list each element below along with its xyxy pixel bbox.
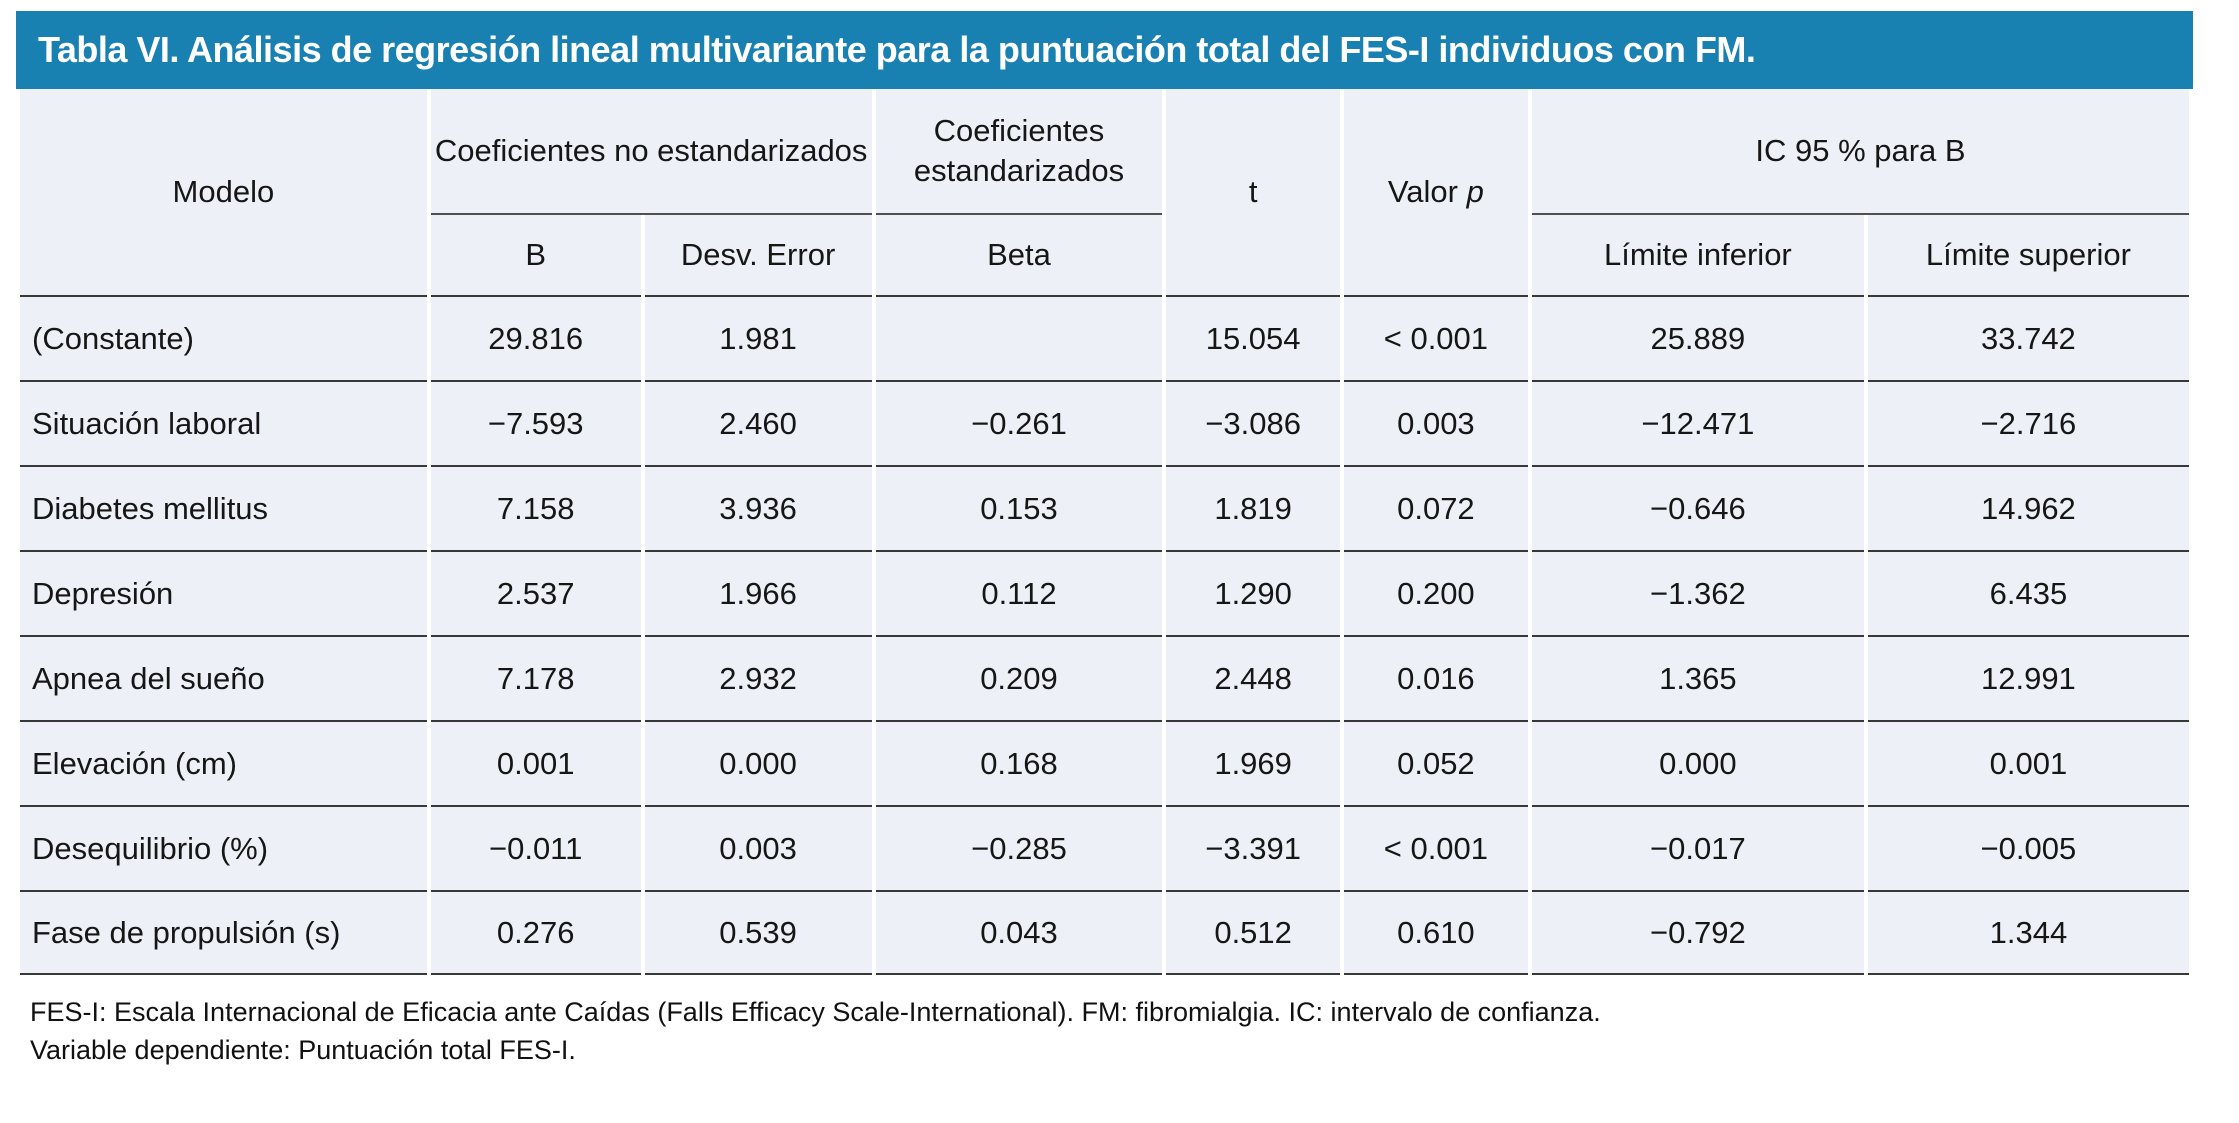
row-label: Depresión — [20, 550, 427, 635]
cell-b: 29.816 — [430, 295, 641, 380]
cell-b: −7.593 — [430, 380, 641, 465]
cell-desv-error: 2.460 — [644, 380, 872, 465]
cell-valor-p: 0.610 — [1343, 890, 1528, 975]
cell-limite-inferior: 1.365 — [1531, 635, 1864, 720]
row-label: Situación laboral — [20, 380, 427, 465]
table-title-bar: Tabla VI. Análisis de regresión lineal m… — [16, 11, 2193, 89]
row-label: Diabetes mellitus — [20, 465, 427, 550]
col-header-limite-inferior: Límite inferior — [1531, 215, 1864, 295]
col-header-beta: Beta — [875, 215, 1163, 295]
table-row: Diabetes mellitus 7.158 3.936 0.153 1.81… — [20, 465, 2189, 550]
cell-beta: 0.043 — [875, 890, 1163, 975]
col-header-modelo: Modelo — [20, 89, 427, 295]
cell-limite-superior: 0.001 — [1867, 720, 2189, 805]
row-label: Apnea del sueño — [20, 635, 427, 720]
cell-beta: −0.285 — [875, 805, 1163, 890]
table-title: Tabla VI. Análisis de regresión lineal m… — [38, 29, 1756, 70]
cell-valor-p: 0.003 — [1343, 380, 1528, 465]
cell-limite-inferior: −0.792 — [1531, 890, 1864, 975]
cell-b: 0.001 — [430, 720, 641, 805]
cell-limite-inferior: 25.889 — [1531, 295, 1864, 380]
valor-p-italic: p — [1466, 174, 1484, 209]
cell-limite-superior: 12.991 — [1867, 635, 2189, 720]
col-group-coeficientes-no-estandarizados: Coeficientes no estandarizados — [430, 89, 872, 215]
table-row: Elevación (cm) 0.001 0.000 0.168 1.969 0… — [20, 720, 2189, 805]
cell-beta — [875, 295, 1163, 380]
cell-limite-superior: −0.005 — [1867, 805, 2189, 890]
cell-beta: 0.168 — [875, 720, 1163, 805]
cell-b: 0.276 — [430, 890, 641, 975]
row-label: Fase de propulsión (s) — [20, 890, 427, 975]
cell-b: −0.011 — [430, 805, 641, 890]
cell-desv-error: 2.932 — [644, 635, 872, 720]
col-header-t: t — [1166, 89, 1340, 295]
cell-limite-inferior: 0.000 — [1531, 720, 1864, 805]
cell-valor-p: 0.016 — [1343, 635, 1528, 720]
table-row: Fase de propulsión (s) 0.276 0.539 0.043… — [20, 890, 2189, 975]
cell-limite-inferior: −0.017 — [1531, 805, 1864, 890]
valor-p-text: Valor — [1387, 174, 1467, 209]
cell-valor-p: 0.072 — [1343, 465, 1528, 550]
table-footnotes: FES-I: Escala Internacional de Eficacia … — [16, 993, 2193, 1069]
cell-b: 7.178 — [430, 635, 641, 720]
cell-desv-error: 0.539 — [644, 890, 872, 975]
col-header-limite-superior: Límite superior — [1867, 215, 2189, 295]
cell-t: 1.290 — [1166, 550, 1340, 635]
cell-t: 1.819 — [1166, 465, 1340, 550]
cell-limite-superior: −2.716 — [1867, 380, 2189, 465]
cell-valor-p: < 0.001 — [1343, 805, 1528, 890]
col-header-desv-error: Desv. Error — [644, 215, 872, 295]
col-header-b: B — [430, 215, 641, 295]
footnote-abbreviations: FES-I: Escala Internacional de Eficacia … — [30, 997, 1601, 1027]
cell-limite-superior: 33.742 — [1867, 295, 2189, 380]
cell-beta: 0.209 — [875, 635, 1163, 720]
cell-limite-inferior: −0.646 — [1531, 465, 1864, 550]
cell-valor-p: < 0.001 — [1343, 295, 1528, 380]
cell-beta: 0.153 — [875, 465, 1163, 550]
cell-b: 2.537 — [430, 550, 641, 635]
row-label: (Constante) — [20, 295, 427, 380]
cell-desv-error: 1.966 — [644, 550, 872, 635]
regression-table: Modelo Coeficientes no estandarizados Co… — [16, 89, 2193, 975]
cell-desv-error: 0.003 — [644, 805, 872, 890]
cell-limite-superior: 6.435 — [1867, 550, 2189, 635]
row-label: Elevación (cm) — [20, 720, 427, 805]
row-label: Desequilibrio (%) — [20, 805, 427, 890]
cell-limite-superior: 1.344 — [1867, 890, 2189, 975]
table-row: Apnea del sueño 7.178 2.932 0.209 2.448 … — [20, 635, 2189, 720]
cell-t: −3.086 — [1166, 380, 1340, 465]
cell-t: 0.512 — [1166, 890, 1340, 975]
cell-desv-error: 1.981 — [644, 295, 872, 380]
table-card: Tabla VI. Análisis de regresión lineal m… — [16, 11, 2193, 1069]
cell-t: 2.448 — [1166, 635, 1340, 720]
footnote-dependent-variable: Variable dependiente: Puntuación total F… — [30, 1035, 576, 1065]
col-group-coeficientes-estandarizados: Coeficientes estandarizados — [875, 89, 1163, 215]
col-group-ic-95: IC 95 % para B — [1531, 89, 2189, 215]
cell-b: 7.158 — [430, 465, 641, 550]
cell-t: −3.391 — [1166, 805, 1340, 890]
cell-beta: 0.112 — [875, 550, 1163, 635]
col-header-valor-p: Valor p — [1343, 89, 1528, 295]
cell-limite-inferior: −1.362 — [1531, 550, 1864, 635]
cell-limite-inferior: −12.471 — [1531, 380, 1864, 465]
table-row: (Constante) 29.816 1.981 15.054 < 0.001 … — [20, 295, 2189, 380]
cell-t: 1.969 — [1166, 720, 1340, 805]
cell-limite-superior: 14.962 — [1867, 465, 2189, 550]
cell-desv-error: 0.000 — [644, 720, 872, 805]
cell-desv-error: 3.936 — [644, 465, 872, 550]
cell-beta: −0.261 — [875, 380, 1163, 465]
cell-valor-p: 0.052 — [1343, 720, 1528, 805]
table-row: Situación laboral −7.593 2.460 −0.261 −3… — [20, 380, 2189, 465]
cell-t: 15.054 — [1166, 295, 1340, 380]
cell-valor-p: 0.200 — [1343, 550, 1528, 635]
table-row: Depresión 2.537 1.966 0.112 1.290 0.200 … — [20, 550, 2189, 635]
table-row: Desequilibrio (%) −0.011 0.003 −0.285 −3… — [20, 805, 2189, 890]
